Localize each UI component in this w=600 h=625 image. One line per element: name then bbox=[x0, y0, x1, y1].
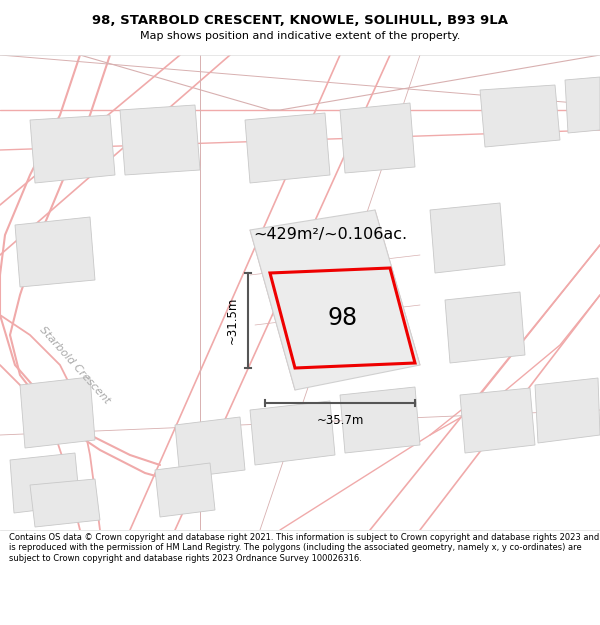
Text: 98: 98 bbox=[328, 306, 358, 330]
Polygon shape bbox=[460, 388, 535, 453]
Text: ~429m²/~0.106ac.: ~429m²/~0.106ac. bbox=[253, 228, 407, 242]
Polygon shape bbox=[250, 210, 420, 390]
Polygon shape bbox=[155, 463, 215, 517]
Polygon shape bbox=[10, 453, 80, 513]
Text: Map shows position and indicative extent of the property.: Map shows position and indicative extent… bbox=[140, 31, 460, 41]
Polygon shape bbox=[175, 417, 245, 478]
Polygon shape bbox=[30, 115, 115, 183]
Polygon shape bbox=[535, 378, 600, 443]
Text: Starbold Crescent: Starbold Crescent bbox=[38, 324, 112, 406]
Polygon shape bbox=[250, 401, 335, 465]
Polygon shape bbox=[20, 377, 95, 448]
Text: ~35.7m: ~35.7m bbox=[316, 414, 364, 428]
Text: ~31.5m: ~31.5m bbox=[226, 297, 239, 344]
Polygon shape bbox=[120, 105, 200, 175]
Polygon shape bbox=[340, 103, 415, 173]
Polygon shape bbox=[480, 85, 560, 147]
Polygon shape bbox=[565, 77, 600, 133]
Polygon shape bbox=[245, 113, 330, 183]
Polygon shape bbox=[430, 203, 505, 273]
Polygon shape bbox=[30, 479, 100, 527]
Polygon shape bbox=[445, 292, 525, 363]
Text: Contains OS data © Crown copyright and database right 2021. This information is : Contains OS data © Crown copyright and d… bbox=[9, 533, 599, 562]
Text: 98, STARBOLD CRESCENT, KNOWLE, SOLIHULL, B93 9LA: 98, STARBOLD CRESCENT, KNOWLE, SOLIHULL,… bbox=[92, 14, 508, 27]
Polygon shape bbox=[340, 387, 420, 453]
Polygon shape bbox=[15, 217, 95, 287]
